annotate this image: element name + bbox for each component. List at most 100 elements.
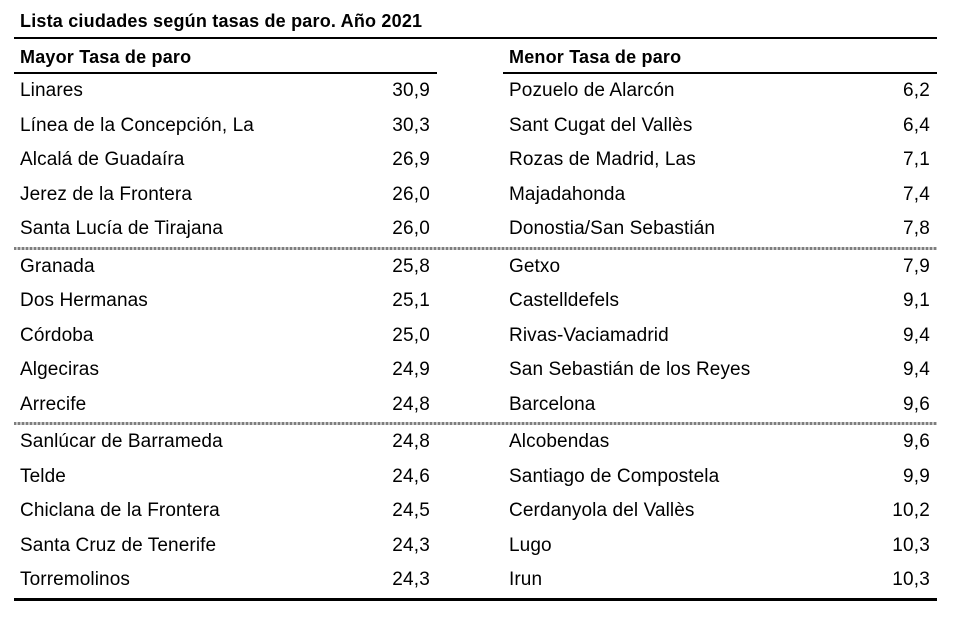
- table-row: Rivas-Vaciamadrid 9,4: [503, 319, 937, 354]
- group-separator: [14, 246, 937, 250]
- unemployment-rate: 24,9: [392, 359, 430, 381]
- city-name: Rozas de Madrid, Las: [509, 149, 696, 171]
- table-row: Arrecife 24,8: [14, 388, 437, 423]
- city-name: Santiago de Compostela: [509, 465, 720, 487]
- unemployment-rate: 7,8: [902, 218, 930, 240]
- unemployment-rate: 26,0: [392, 183, 430, 205]
- column-gap: [437, 74, 503, 247]
- table-row: Granada 25,8: [14, 250, 437, 285]
- unemployment-rate: 7,4: [902, 183, 930, 205]
- unemployment-rate: 24,8: [392, 393, 430, 415]
- table-row: Linares 30,9: [14, 74, 437, 109]
- menor-column: Getxo 7,9 Castelldefels 9,1 Rivas-Vaciamad…: [503, 250, 937, 423]
- table-row: Santa Cruz de Tenerife 24,3: [14, 529, 437, 564]
- unemployment-rate: 9,9: [902, 465, 930, 487]
- city-name: Alcalá de Guadaíra: [20, 149, 185, 171]
- table-band-3: Sanlúcar de Barrameda 24,8 Telde 24,6 Chic…: [14, 425, 937, 598]
- city-name: Majadahonda: [509, 183, 626, 205]
- city-name: Sant Cugat del Vallès: [509, 114, 693, 136]
- column-header-menor: Menor Tasa de paro: [503, 47, 937, 74]
- column-gap: [437, 425, 503, 598]
- menor-column: Pozuelo de Alarcón 6,2 Sant Cugat del Val…: [503, 74, 937, 247]
- city-name: Castelldefels: [509, 290, 620, 312]
- menor-column: Alcobendas 9,6 Santiago de Compostela 9,9 …: [503, 425, 937, 598]
- unemployment-rate: 24,3: [392, 569, 430, 591]
- table-row: Alcobendas 9,6: [503, 425, 937, 460]
- unemployment-rate: 7,9: [902, 255, 930, 277]
- table-row: Santiago de Compostela 9,9: [503, 460, 937, 495]
- table-row: Lugo 10,3: [503, 529, 937, 564]
- table-row: Majadahonda 7,4: [503, 178, 937, 213]
- table-row: Sant Cugat del Vallès 6,4: [503, 109, 937, 144]
- city-name: Jerez de la Frontera: [20, 183, 193, 205]
- unemployment-rate: 26,0: [392, 218, 430, 240]
- table-row: Santa Lucía de Tirajana 26,0: [14, 212, 437, 247]
- unemployment-rate: 9,6: [902, 431, 930, 453]
- city-name: Córdoba: [20, 324, 94, 346]
- unemployment-rate: 6,4: [902, 114, 930, 136]
- city-name: Barcelona: [509, 393, 596, 415]
- city-name: Arrecife: [20, 393, 87, 415]
- city-name: Telde: [20, 465, 66, 487]
- table-row: Algeciras 24,9: [14, 353, 437, 388]
- city-name: Alcobendas: [509, 431, 610, 453]
- table-row: Línea de la Concepción, La 30,3: [14, 109, 437, 144]
- table-bottom-rule: [14, 597, 937, 601]
- unemployment-rate: 26,9: [392, 149, 430, 171]
- table-row: Irun 10,3: [503, 563, 937, 598]
- city-name: Cerdanyola del Vallès: [509, 500, 695, 522]
- unemployment-rate: 25,8: [392, 255, 430, 277]
- unemployment-rate: 10,3: [892, 534, 930, 556]
- table-row: Alcalá de Guadaíra 26,9: [14, 143, 437, 178]
- unemployment-rate: 24,8: [392, 431, 430, 453]
- unemployment-rate: 30,9: [392, 80, 430, 102]
- unemployment-rate: 7,1: [902, 149, 930, 171]
- unemployment-table-document: Lista ciudades según tasas de paro. Año …: [14, 0, 937, 601]
- table-row: Torremolinos 24,3: [14, 563, 437, 598]
- city-name: Getxo: [509, 255, 561, 277]
- table-row: Sanlúcar de Barrameda 24,8: [14, 425, 437, 460]
- unemployment-rate: 10,3: [892, 569, 930, 591]
- table-row: Rozas de Madrid, Las 7,1: [503, 143, 937, 178]
- table-band-1: Linares 30,9 Línea de la Concepción, La 30…: [14, 74, 937, 247]
- unemployment-rate: 9,6: [902, 393, 930, 415]
- unemployment-rate: 10,2: [892, 500, 930, 522]
- unemployment-rate: 30,3: [392, 114, 430, 136]
- mayor-column: Sanlúcar de Barrameda 24,8 Telde 24,6 Chic…: [14, 425, 437, 598]
- city-name: Sanlúcar de Barrameda: [20, 431, 223, 453]
- column-headers: Mayor Tasa de paro Menor Tasa de paro: [14, 47, 937, 74]
- table-row: Jerez de la Frontera 26,0: [14, 178, 437, 213]
- table-row: Córdoba 25,0: [14, 319, 437, 354]
- table-row: Cerdanyola del Vallès 10,2: [503, 494, 937, 529]
- group-separator: [14, 422, 937, 425]
- title-rule: [14, 37, 937, 39]
- table-row: Pozuelo de Alarcón 6,2: [503, 74, 937, 109]
- unemployment-rate: 24,6: [392, 465, 430, 487]
- table-row: Barcelona 9,6: [503, 388, 937, 423]
- city-name: Granada: [20, 255, 95, 277]
- page-title: Lista ciudades según tasas de paro. Año …: [20, 11, 423, 31]
- unemployment-rate: 24,3: [392, 534, 430, 556]
- unemployment-rate: 9,4: [902, 324, 930, 346]
- city-name: Chiclana de la Frontera: [20, 500, 220, 522]
- mayor-column: Linares 30,9 Línea de la Concepción, La 30…: [14, 74, 437, 247]
- city-name: Torremolinos: [20, 569, 130, 591]
- city-name: Algeciras: [20, 359, 100, 381]
- unemployment-rate: 9,4: [902, 359, 930, 381]
- column-gap: [437, 250, 503, 423]
- city-name: Donostia/San Sebastián: [509, 218, 716, 240]
- city-name: San Sebastián de los Reyes: [509, 359, 751, 381]
- city-name: Santa Lucía de Tirajana: [20, 218, 223, 240]
- city-name: Santa Cruz de Tenerife: [20, 534, 217, 556]
- unemployment-rate: 24,5: [392, 500, 430, 522]
- unemployment-rate: 25,1: [392, 290, 430, 312]
- table-row: Castelldefels 9,1: [503, 284, 937, 319]
- column-header-mayor: Mayor Tasa de paro: [14, 47, 437, 74]
- table-row: San Sebastián de los Reyes 9,4: [503, 353, 937, 388]
- column-gap: [437, 47, 503, 74]
- unemployment-rate: 9,1: [902, 290, 930, 312]
- table-row: Dos Hermanas 25,1: [14, 284, 437, 319]
- table-band-2: Granada 25,8 Dos Hermanas 25,1 Córdoba 25,0…: [14, 250, 937, 423]
- mayor-column: Granada 25,8 Dos Hermanas 25,1 Córdoba 25,0…: [14, 250, 437, 423]
- city-name: Rivas-Vaciamadrid: [509, 324, 669, 346]
